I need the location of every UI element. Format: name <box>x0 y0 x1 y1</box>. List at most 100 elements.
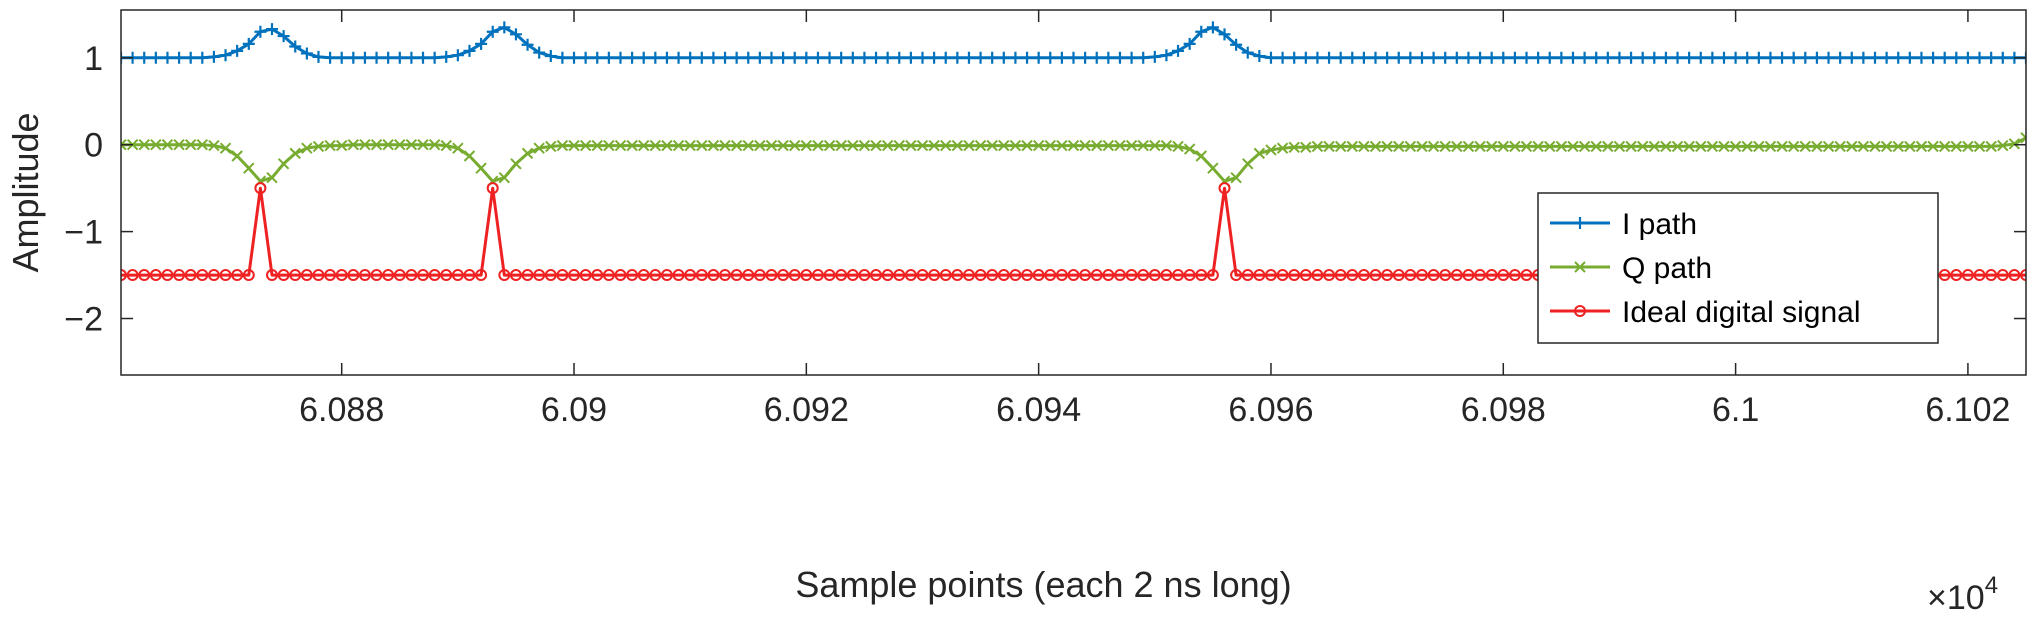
data-point <box>962 51 975 64</box>
data-point <box>730 269 743 282</box>
data-point <box>1857 51 1870 64</box>
data-point <box>1218 28 1231 41</box>
data-point <box>1613 140 1626 153</box>
data-point <box>672 51 685 64</box>
data-point <box>742 139 754 152</box>
data-point <box>614 51 627 64</box>
data-point <box>1137 269 1150 282</box>
data-point <box>1868 51 1881 64</box>
data-point <box>1717 51 1730 64</box>
data-point <box>393 51 406 64</box>
data-point <box>1671 51 1684 64</box>
data-point <box>1149 139 1161 152</box>
data-point <box>579 269 592 282</box>
legend-label: Ideal digital signal <box>1622 296 1861 329</box>
data-point <box>1300 141 1312 154</box>
data-point <box>335 51 348 64</box>
data-point <box>277 158 290 170</box>
data-point <box>1137 139 1149 152</box>
plot-area-border <box>120 9 2027 376</box>
data-point <box>486 25 499 38</box>
data-point <box>1334 140 1347 153</box>
data-point <box>1218 182 1231 195</box>
data-point <box>1276 51 1289 64</box>
axes-layer: 6.088 6.09 6.092 6.094 6.096 6.098 6.1 6.102 1 0 −… <box>64 10 2026 429</box>
data-point <box>974 269 987 282</box>
data-point <box>1183 37 1196 50</box>
data-point <box>1927 140 1939 153</box>
data-point <box>603 139 615 152</box>
data-point <box>1729 51 1742 64</box>
data-point <box>242 37 255 50</box>
data-point <box>1055 51 1068 64</box>
data-point <box>1392 269 1405 282</box>
data-point <box>451 49 464 62</box>
data-point <box>870 269 883 282</box>
data-point <box>1032 139 1045 152</box>
data-point <box>463 150 476 162</box>
data-point <box>1451 140 1463 153</box>
data-point <box>1973 140 1986 153</box>
data-point <box>1253 269 1266 282</box>
data-point <box>2008 269 2021 282</box>
data-point <box>602 51 615 64</box>
data-point <box>1323 269 1336 282</box>
data-point <box>1346 140 1358 153</box>
data-point <box>149 51 162 64</box>
data-point <box>881 139 894 152</box>
data-point <box>591 269 604 282</box>
data-point <box>1044 269 1057 282</box>
data-point <box>1462 51 1475 64</box>
data-point <box>1195 269 1208 282</box>
data-point <box>823 269 836 282</box>
data-point <box>707 51 720 64</box>
data-point <box>1114 139 1126 152</box>
data-point <box>742 269 755 282</box>
x-tick-label: 6.094 <box>996 391 1081 429</box>
data-point <box>1520 269 1533 282</box>
data-point <box>1985 140 1997 153</box>
data-point <box>1660 140 1672 153</box>
data-point <box>695 51 708 64</box>
data-point <box>1160 139 1173 152</box>
data-point <box>626 269 639 282</box>
data-point <box>1764 51 1777 64</box>
data-point <box>800 269 813 282</box>
data-point <box>893 51 906 64</box>
data-point <box>1625 51 1638 64</box>
data-point <box>1997 139 2009 152</box>
data-point <box>649 51 662 64</box>
data-point <box>1659 51 1672 64</box>
data-point <box>1497 140 1509 153</box>
data-point <box>1009 51 1022 64</box>
data-point <box>1938 51 1951 64</box>
data-point <box>672 269 685 282</box>
y-axis-label: Amplitude <box>5 112 46 272</box>
data-point <box>1845 51 1858 64</box>
data-point <box>579 139 592 152</box>
data-point <box>1729 140 1742 153</box>
x-tick-label: 6.09 <box>541 391 607 429</box>
data-point <box>951 51 964 64</box>
data-point <box>440 139 452 152</box>
data-point <box>1056 139 1068 152</box>
data-point <box>974 139 987 152</box>
data-point <box>823 51 836 64</box>
data-point <box>1125 269 1138 282</box>
data-point <box>1799 51 1812 64</box>
data-point <box>1892 51 1905 64</box>
data-point <box>533 269 546 282</box>
data-point <box>475 269 488 282</box>
data-point <box>428 269 441 282</box>
data-point <box>1102 139 1115 152</box>
data-point <box>1961 51 1974 64</box>
data-point <box>428 51 441 64</box>
data-point <box>1172 44 1185 57</box>
data-point <box>997 269 1010 282</box>
data-point <box>173 138 185 151</box>
data-point <box>1427 269 1440 282</box>
data-point <box>1578 140 1591 153</box>
data-point <box>370 269 383 282</box>
data-point <box>928 51 941 64</box>
data-point <box>730 139 743 152</box>
